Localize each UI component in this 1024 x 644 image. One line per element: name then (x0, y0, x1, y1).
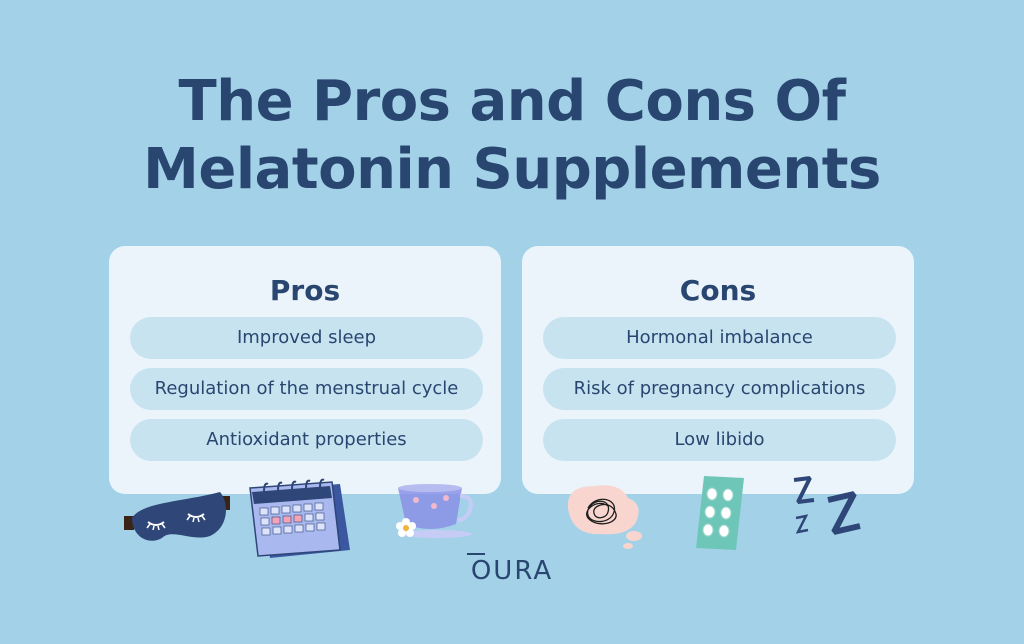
pill-blister-icon (696, 476, 744, 550)
pros-item: Regulation of the menstrual cycle (130, 368, 483, 410)
cons-card: Cons Hormonal imbalance Risk of pregnanc… (522, 246, 914, 494)
zzz-icon (793, 476, 861, 535)
pros-item: Antioxidant properties (130, 419, 483, 461)
cons-heading: Cons (679, 274, 757, 307)
pros-card: Pros Improved sleep Regulation of the me… (109, 246, 501, 494)
page-title: The Pros and Cons Of Melatonin Supplemen… (0, 68, 1024, 204)
cons-item: Hormonal imbalance (543, 317, 896, 359)
cons-item: Low libido (543, 419, 896, 461)
title-line-2: Melatonin Supplements (143, 137, 881, 202)
tangled-thought-icon (567, 485, 642, 549)
logo-text: OURA (470, 556, 554, 586)
calendar-icon (249, 478, 350, 558)
oura-logo: OURA (462, 553, 562, 586)
pros-heading: Pros (269, 274, 341, 307)
sleep-mask-icon (124, 492, 230, 541)
pros-item: Improved sleep (130, 317, 483, 359)
cons-item: Risk of pregnancy complications (543, 368, 896, 410)
title-line-1: The Pros and Cons Of (178, 69, 846, 134)
herbal-tea-icon (396, 484, 473, 538)
